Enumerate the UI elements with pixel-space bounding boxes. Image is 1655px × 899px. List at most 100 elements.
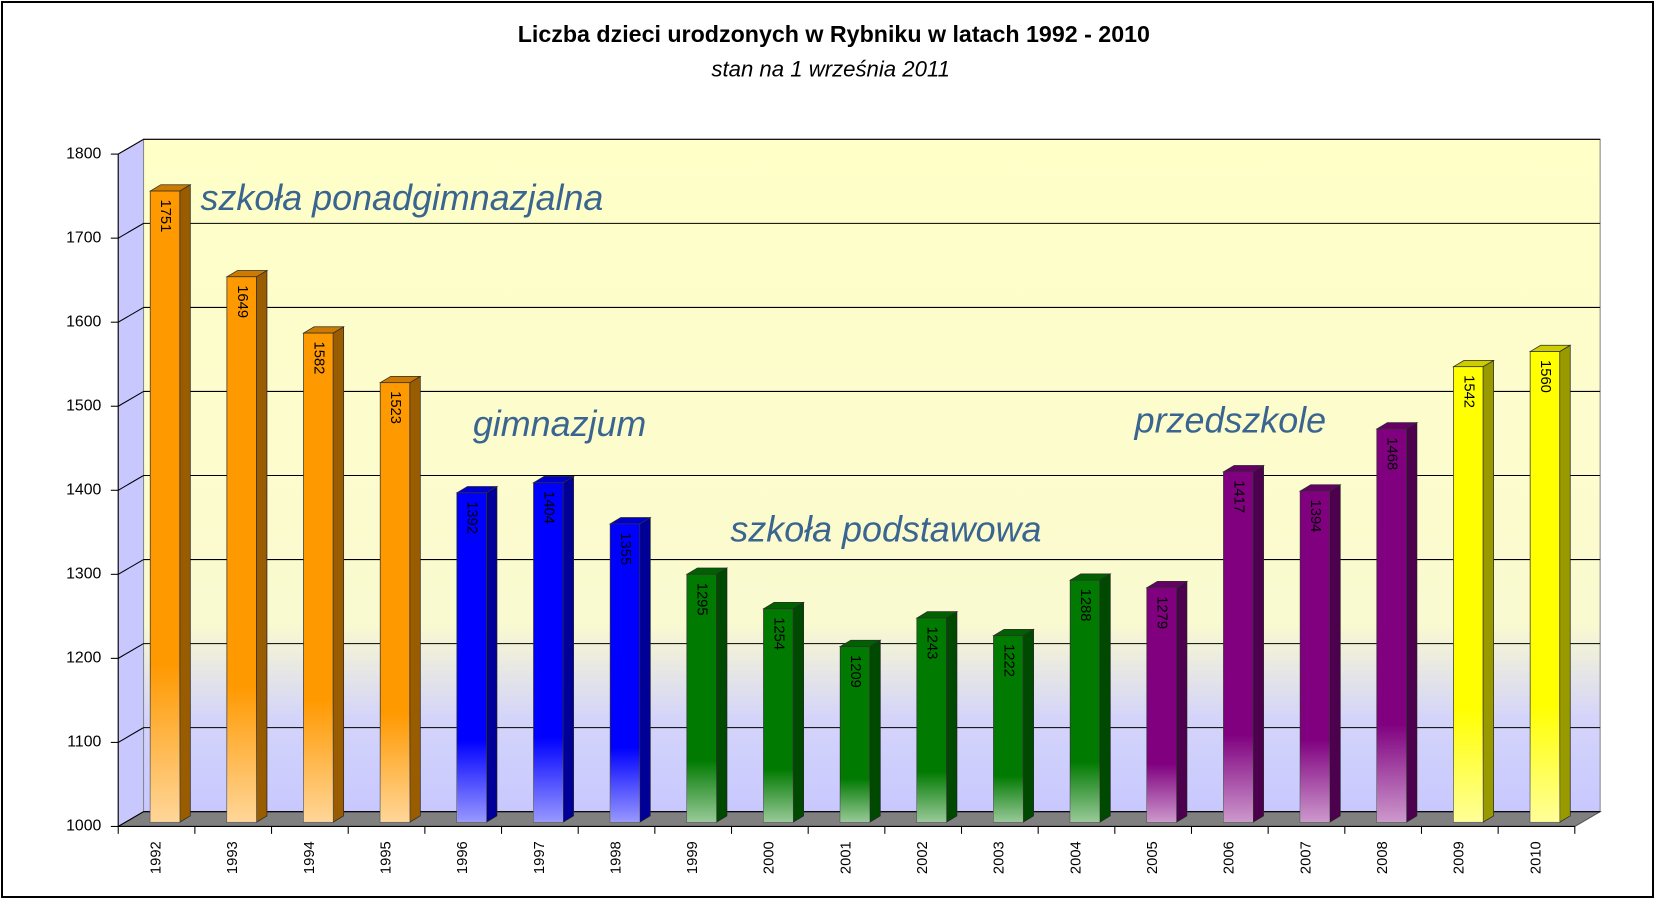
x-tick-label: 2009 <box>1452 841 1468 874</box>
y-tick-label: 1000 <box>66 818 101 835</box>
bar-shine <box>150 191 180 823</box>
bar-top-shade <box>533 476 574 483</box>
bar-top-shade <box>303 326 344 334</box>
x-tick-label: 1999 <box>685 841 701 874</box>
data-label: 1404 <box>540 491 556 524</box>
data-label: 1582 <box>310 342 326 375</box>
bar-top-shade <box>993 629 1034 636</box>
data-label: 1279 <box>1154 596 1170 629</box>
bar-side-shade <box>563 476 574 823</box>
chart-title: Liczba dzieci urodzonych w Rybniku w lat… <box>518 21 1150 47</box>
bar-side-shade <box>333 326 344 823</box>
bar-side-shade <box>793 602 804 823</box>
grid-line <box>117 643 144 659</box>
bar-shine <box>303 333 334 823</box>
chart-subtitle: stan na 1 września 2011 <box>711 57 950 82</box>
bar-top-shade <box>916 611 957 619</box>
bar-shine <box>1300 491 1330 823</box>
y-tick-label: 1400 <box>66 481 101 498</box>
data-label: 1392 <box>464 501 480 534</box>
annotation: przedszkole <box>1134 401 1326 441</box>
data-label: 1254 <box>770 617 786 650</box>
grid-line <box>117 138 144 155</box>
bar-side-shade <box>1559 345 1571 823</box>
bar-top-shade <box>686 567 727 575</box>
x-tick-label: 2007 <box>1298 841 1314 874</box>
bar-shine <box>763 608 794 823</box>
data-label: 1649 <box>234 285 250 318</box>
bar-shine <box>916 618 947 823</box>
x-tick-label: 2002 <box>915 841 931 874</box>
data-label: 1243 <box>924 626 940 659</box>
x-tick-label: 1997 <box>532 841 548 874</box>
x-tick-label: 1993 <box>225 841 241 874</box>
bar-top-shade <box>456 486 497 493</box>
annotation: szkoła ponadgimnazjalna <box>201 178 604 218</box>
bar-shine <box>1146 587 1177 823</box>
y-tick-label: 1600 <box>66 313 101 330</box>
x-tick-label: 1998 <box>608 841 624 874</box>
bar-top-shade <box>763 602 804 609</box>
data-label: 1394 <box>1307 500 1323 533</box>
bar-side-shade <box>946 611 957 823</box>
bar-shine <box>1530 351 1560 823</box>
y-tick-label: 1500 <box>66 397 101 414</box>
data-label: 1417 <box>1230 480 1246 513</box>
y-tick-label: 1300 <box>66 566 101 583</box>
bar-top-shade <box>1146 581 1187 588</box>
data-label: 1751 <box>157 200 173 233</box>
bar-side-shade <box>1099 573 1111 823</box>
bar-shine <box>1223 471 1254 823</box>
grid-line <box>117 559 144 575</box>
bar-shine <box>993 635 1024 823</box>
bar-shine <box>610 523 640 823</box>
x-tick-label: 2005 <box>1145 841 1161 874</box>
data-label: 1523 <box>387 391 403 424</box>
y-tick-label: 1700 <box>66 229 101 246</box>
grid-line <box>117 475 144 491</box>
bar-side-shade <box>1023 629 1034 823</box>
x-tick-label: 2000 <box>762 841 778 874</box>
grid-line <box>117 727 144 743</box>
bar-top-shade <box>840 640 881 647</box>
bar-top-shade <box>150 184 191 192</box>
annotation: gimnazjum <box>473 404 646 444</box>
bar-side-shade <box>639 517 651 823</box>
bar-side-shade <box>1406 422 1417 823</box>
bar-top-shade <box>1300 484 1341 492</box>
bar-top-shade <box>1530 345 1571 352</box>
bar-top-shade <box>226 270 267 277</box>
data-label: 1468 <box>1384 437 1400 470</box>
y-tick-label: 1800 <box>66 145 101 162</box>
bar-side-shade <box>256 270 267 823</box>
x-tick-label: 2004 <box>1068 841 1084 874</box>
bar-top-shade <box>380 376 421 383</box>
data-label: 1355 <box>617 532 633 565</box>
data-label: 1560 <box>1537 360 1553 393</box>
bar-side-shade <box>1176 581 1187 823</box>
grid-line <box>117 391 144 407</box>
x-tick-label: 2003 <box>992 841 1008 874</box>
bar-side-shade <box>716 567 727 823</box>
bar-shine <box>686 574 717 823</box>
x-tick-label: 2001 <box>838 841 854 874</box>
bar-side-shade <box>1483 360 1494 823</box>
x-tick-label: 1994 <box>302 841 318 874</box>
bar-shine <box>533 482 564 823</box>
y-tick-label: 1100 <box>67 734 101 751</box>
bar-top-shade <box>610 517 651 524</box>
bar-side-shade <box>409 376 421 823</box>
bar-shine <box>456 492 487 823</box>
bar-side-shade <box>486 486 497 823</box>
bar-top-shade <box>1453 360 1494 367</box>
bar-top-shade <box>1070 573 1111 581</box>
data-label: 1288 <box>1077 589 1093 622</box>
grid-line <box>117 811 144 827</box>
bar-top-shade <box>1376 422 1417 429</box>
bar-side-shade <box>869 640 881 823</box>
bar-top-shade <box>1223 465 1264 472</box>
x-tick-label: 2006 <box>1222 841 1238 874</box>
bar-side-shade <box>179 184 191 823</box>
